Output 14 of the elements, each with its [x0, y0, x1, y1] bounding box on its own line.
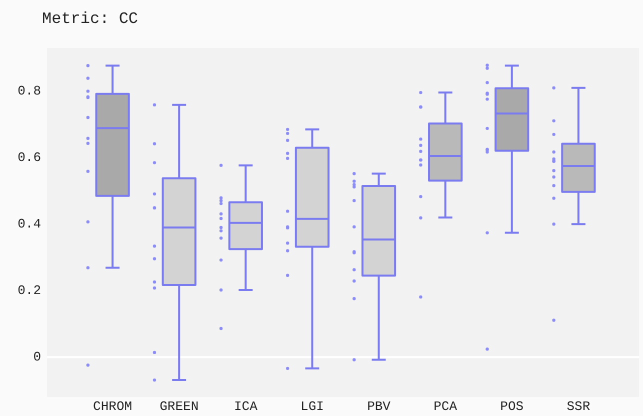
- y-tick-label: 0.6: [18, 150, 41, 166]
- x-tick-label: PCA: [434, 399, 458, 414]
- x-tick-label: ICA: [234, 399, 258, 414]
- x-tick-label: POS: [500, 399, 524, 414]
- x-tick-label: LGI: [300, 399, 324, 414]
- x-tick-label: CHROM: [93, 399, 132, 414]
- y-tick-label: 0.4: [18, 216, 42, 232]
- y-tick-label: 0.8: [18, 84, 41, 99]
- x-tick-label: PBV: [367, 399, 391, 414]
- y-tick-label: 0: [33, 350, 41, 365]
- x-tick-label: GREEN: [160, 399, 199, 414]
- x-tick-label: SSR: [566, 399, 590, 414]
- y-tick-label: 0.2: [18, 283, 41, 298]
- chart-title: Metric: CC: [42, 10, 138, 28]
